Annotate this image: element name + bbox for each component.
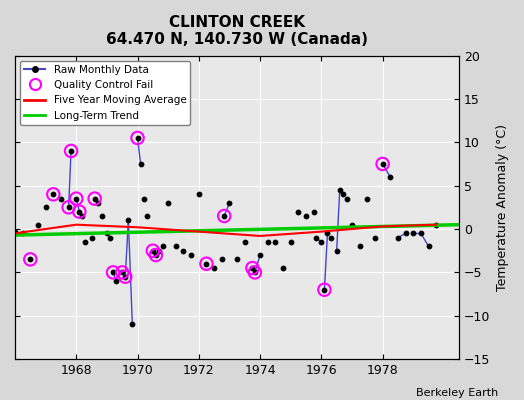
Point bbox=[75, 208, 83, 215]
Point bbox=[159, 243, 167, 250]
Point bbox=[371, 234, 379, 241]
Point bbox=[194, 191, 203, 198]
Point bbox=[49, 191, 58, 198]
Point bbox=[378, 161, 387, 167]
Point bbox=[317, 239, 325, 245]
Point bbox=[312, 234, 320, 241]
Point bbox=[121, 274, 129, 280]
Point bbox=[139, 196, 148, 202]
Point bbox=[78, 213, 86, 219]
Point bbox=[118, 269, 126, 276]
Point bbox=[348, 222, 356, 228]
Point bbox=[91, 196, 99, 202]
Point bbox=[220, 213, 228, 219]
Point bbox=[152, 252, 160, 258]
Point bbox=[220, 213, 228, 219]
Point bbox=[67, 148, 75, 154]
Point bbox=[149, 248, 157, 254]
Point bbox=[18, 230, 27, 236]
Point bbox=[179, 248, 188, 254]
Point bbox=[109, 269, 117, 276]
Point bbox=[75, 208, 83, 215]
Point bbox=[187, 252, 195, 258]
Point bbox=[233, 256, 241, 262]
Point bbox=[248, 265, 257, 271]
Point bbox=[128, 321, 137, 328]
Point bbox=[256, 252, 264, 258]
Point bbox=[424, 243, 433, 250]
Point bbox=[320, 286, 329, 293]
Point bbox=[149, 248, 157, 254]
Point bbox=[64, 204, 73, 210]
Point bbox=[93, 200, 102, 206]
Point bbox=[103, 230, 111, 236]
Y-axis label: Temperature Anomaly (°C): Temperature Anomaly (°C) bbox=[496, 124, 509, 291]
Point bbox=[287, 239, 295, 245]
Point bbox=[133, 135, 141, 141]
Point bbox=[172, 243, 180, 250]
Point bbox=[121, 274, 129, 280]
Point bbox=[401, 230, 410, 236]
Point bbox=[394, 234, 402, 241]
Point bbox=[41, 204, 50, 210]
Point bbox=[217, 256, 226, 262]
Point bbox=[332, 248, 341, 254]
Point bbox=[72, 196, 81, 202]
Point bbox=[302, 213, 310, 219]
Point bbox=[164, 200, 172, 206]
Point bbox=[133, 135, 141, 141]
Point bbox=[279, 265, 287, 271]
Point bbox=[57, 196, 65, 202]
Point bbox=[378, 161, 387, 167]
Point bbox=[225, 200, 234, 206]
Point bbox=[343, 196, 351, 202]
Point bbox=[118, 269, 126, 276]
Point bbox=[320, 286, 329, 293]
Point bbox=[97, 213, 106, 219]
Point bbox=[91, 196, 99, 202]
Point bbox=[355, 243, 364, 250]
Point bbox=[323, 230, 332, 236]
Point bbox=[11, 228, 19, 235]
Point bbox=[339, 191, 347, 198]
Point bbox=[264, 239, 272, 245]
Point bbox=[112, 278, 121, 284]
Point bbox=[250, 269, 259, 276]
Point bbox=[326, 234, 335, 241]
Point bbox=[124, 217, 133, 224]
Point bbox=[34, 222, 42, 228]
Point bbox=[271, 239, 280, 245]
Point bbox=[202, 260, 211, 267]
Point bbox=[417, 230, 425, 236]
Point bbox=[294, 208, 302, 215]
Point bbox=[250, 269, 259, 276]
Point bbox=[335, 187, 344, 193]
Point bbox=[81, 239, 90, 245]
Point bbox=[88, 234, 96, 241]
Point bbox=[143, 213, 151, 219]
Point bbox=[49, 191, 58, 198]
Point bbox=[155, 248, 163, 254]
Point bbox=[202, 260, 211, 267]
Title: CLINTON CREEK
64.470 N, 140.730 W (Canada): CLINTON CREEK 64.470 N, 140.730 W (Canad… bbox=[106, 15, 368, 47]
Point bbox=[310, 208, 318, 215]
Point bbox=[248, 265, 257, 271]
Point bbox=[432, 222, 441, 228]
Text: Berkeley Earth: Berkeley Earth bbox=[416, 388, 498, 398]
Point bbox=[363, 196, 372, 202]
Legend: Raw Monthly Data, Quality Control Fail, Five Year Moving Average, Long-Term Tren: Raw Monthly Data, Quality Control Fail, … bbox=[20, 61, 190, 125]
Point bbox=[386, 174, 395, 180]
Point bbox=[67, 148, 75, 154]
Point bbox=[26, 256, 35, 262]
Point bbox=[106, 234, 114, 241]
Point bbox=[109, 269, 117, 276]
Point bbox=[26, 256, 35, 262]
Point bbox=[152, 252, 160, 258]
Point bbox=[72, 196, 81, 202]
Point bbox=[409, 230, 418, 236]
Point bbox=[64, 204, 73, 210]
Point bbox=[210, 265, 219, 271]
Point bbox=[136, 161, 145, 167]
Point bbox=[241, 239, 249, 245]
